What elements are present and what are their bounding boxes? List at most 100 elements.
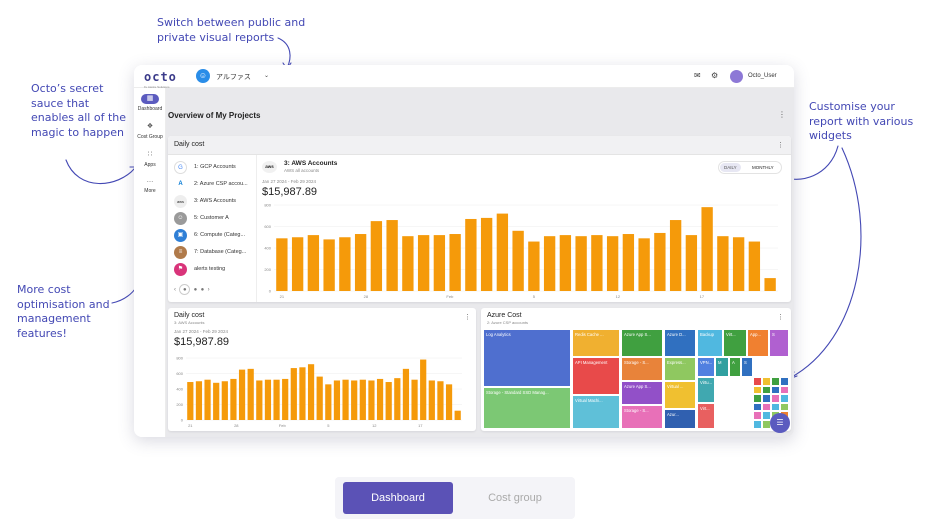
bar[interactable]	[654, 232, 666, 291]
account-item[interactable]: aws 3: AWS Accounts	[174, 193, 256, 209]
bar[interactable]	[512, 230, 524, 291]
org-avatar-icon[interactable]: ☺	[196, 69, 210, 83]
bar[interactable]	[717, 236, 729, 291]
treemap-cell-small[interactable]	[753, 377, 762, 386]
bar[interactable]	[273, 379, 280, 420]
treemap-cell[interactable]: Express...	[664, 357, 696, 381]
bar[interactable]	[290, 368, 297, 420]
bar[interactable]	[342, 379, 349, 420]
treemap-cell[interactable]: S	[741, 357, 753, 377]
account-item[interactable]: ▣ 6: Compute (Categ...	[174, 227, 256, 243]
treemap-cell-small[interactable]	[753, 402, 762, 412]
treemap-cell-small[interactable]	[762, 394, 771, 403]
treemap-cell[interactable]: Virtual ...	[664, 381, 696, 409]
bar[interactable]	[307, 235, 320, 291]
treemap-cell-small[interactable]	[762, 411, 771, 420]
bar[interactable]	[559, 235, 572, 291]
sidebar-item-dashboard[interactable]: ▦ Dashboard	[134, 94, 166, 112]
bar[interactable]	[376, 378, 384, 420]
treemap-cell[interactable]: Redis Cache ...	[572, 329, 620, 357]
sidebar-item-cost-group[interactable]: ❖ Cost Group	[134, 122, 166, 140]
bar[interactable]	[351, 380, 358, 420]
bar[interactable]	[480, 217, 493, 291]
bar[interactable]	[282, 378, 289, 420]
bar[interactable]	[638, 238, 650, 291]
widget-more-icon[interactable]: ⋮	[464, 314, 471, 321]
treemap-cell[interactable]: Virt...	[723, 329, 747, 357]
bar[interactable]	[291, 237, 304, 291]
treemap-cell[interactable]: Azure App S...	[621, 381, 663, 405]
treemap-cell[interactable]: Azure D...	[664, 329, 696, 357]
account-item[interactable]: ☺ 5: Customer A	[174, 210, 256, 226]
bar[interactable]	[445, 384, 453, 420]
bar[interactable]	[402, 368, 410, 420]
bar[interactable]	[316, 376, 323, 420]
bar[interactable]	[230, 378, 237, 420]
tab-dashboard[interactable]: Dashboard	[343, 482, 453, 514]
bar[interactable]	[575, 236, 587, 291]
treemap-cell[interactable]: Azure App S...	[621, 329, 663, 357]
chevron-down-icon[interactable]: ⌄	[264, 73, 270, 79]
sidebar-item-apps[interactable]: ∷ Apps	[134, 150, 166, 168]
treemap-cell-small[interactable]	[753, 385, 762, 395]
bar[interactable]	[323, 239, 335, 291]
tab-cost-group[interactable]: Cost group	[488, 492, 542, 504]
treemap-cell-small[interactable]	[771, 394, 780, 403]
bar[interactable]	[213, 382, 220, 420]
sidebar-item-more[interactable]: … More	[134, 176, 166, 194]
bar[interactable]	[748, 241, 761, 291]
treemap-cell[interactable]: A	[729, 357, 741, 377]
treemap-cell-small[interactable]	[780, 377, 789, 386]
bar[interactable]	[701, 207, 713, 291]
bar[interactable]	[221, 381, 228, 420]
bar[interactable]	[238, 369, 246, 420]
gear-icon[interactable]: ⚙	[711, 71, 719, 80]
account-item[interactable]: ⚑ alerts testing	[174, 261, 256, 277]
account-item[interactable]: ≡ 7: Database (Categ...	[174, 244, 256, 260]
treemap-cell[interactable]: Storage - S...	[621, 357, 663, 381]
bar[interactable]	[685, 235, 698, 291]
bar[interactable]	[386, 220, 398, 291]
bar[interactable]	[187, 382, 194, 420]
treemap-cell[interactable]: Log Analytics	[483, 329, 571, 387]
bar[interactable]	[276, 238, 288, 291]
treemap-cell-small[interactable]	[780, 394, 789, 403]
treemap-cell-small[interactable]	[762, 402, 771, 412]
treemap-cell-small[interactable]	[780, 385, 789, 395]
bar[interactable]	[394, 378, 401, 420]
bar[interactable]	[606, 236, 619, 291]
treemap-cell-small[interactable]	[762, 377, 771, 386]
chat-icon[interactable]: ✉	[694, 71, 701, 80]
treemap-cell-small[interactable]	[753, 420, 762, 429]
bar[interactable]	[385, 382, 392, 420]
bar[interactable]	[247, 368, 254, 420]
account-item[interactable]: A 2: Azure CSP accou...	[174, 176, 256, 192]
toggle-daily[interactable]: DAILY	[720, 163, 741, 172]
treemap-cell-small[interactable]	[771, 402, 780, 412]
page-more-icon[interactable]: ⋮	[778, 110, 786, 119]
bar[interactable]	[264, 379, 272, 420]
bar[interactable]	[204, 379, 211, 420]
bar[interactable]	[333, 380, 341, 420]
bar[interactable]	[591, 235, 603, 291]
account-item[interactable]: G 1: GCP Accounts	[174, 159, 256, 175]
treemap-cell[interactable]: Virt...	[697, 403, 715, 429]
treemap-cell-small[interactable]	[780, 402, 789, 412]
treemap-cell-small[interactable]	[771, 377, 780, 386]
bar[interactable]	[370, 221, 383, 291]
treemap-cell-small[interactable]	[762, 385, 771, 395]
bar[interactable]	[437, 381, 444, 420]
bar[interactable]	[454, 410, 461, 420]
bar[interactable]	[543, 236, 556, 291]
bar[interactable]	[339, 237, 351, 291]
user-name[interactable]: Octo_User	[748, 73, 777, 79]
treemap-cell-small[interactable]	[753, 411, 762, 420]
bar[interactable]	[428, 380, 435, 420]
bar[interactable]	[359, 379, 366, 420]
bar[interactable]	[528, 241, 540, 291]
bar[interactable]	[256, 380, 263, 420]
treemap-cell[interactable]: M	[715, 357, 729, 377]
widget-more-icon[interactable]: ⋮	[777, 142, 784, 149]
treemap-cell[interactable]: S	[769, 329, 789, 357]
bar[interactable]	[325, 384, 332, 420]
